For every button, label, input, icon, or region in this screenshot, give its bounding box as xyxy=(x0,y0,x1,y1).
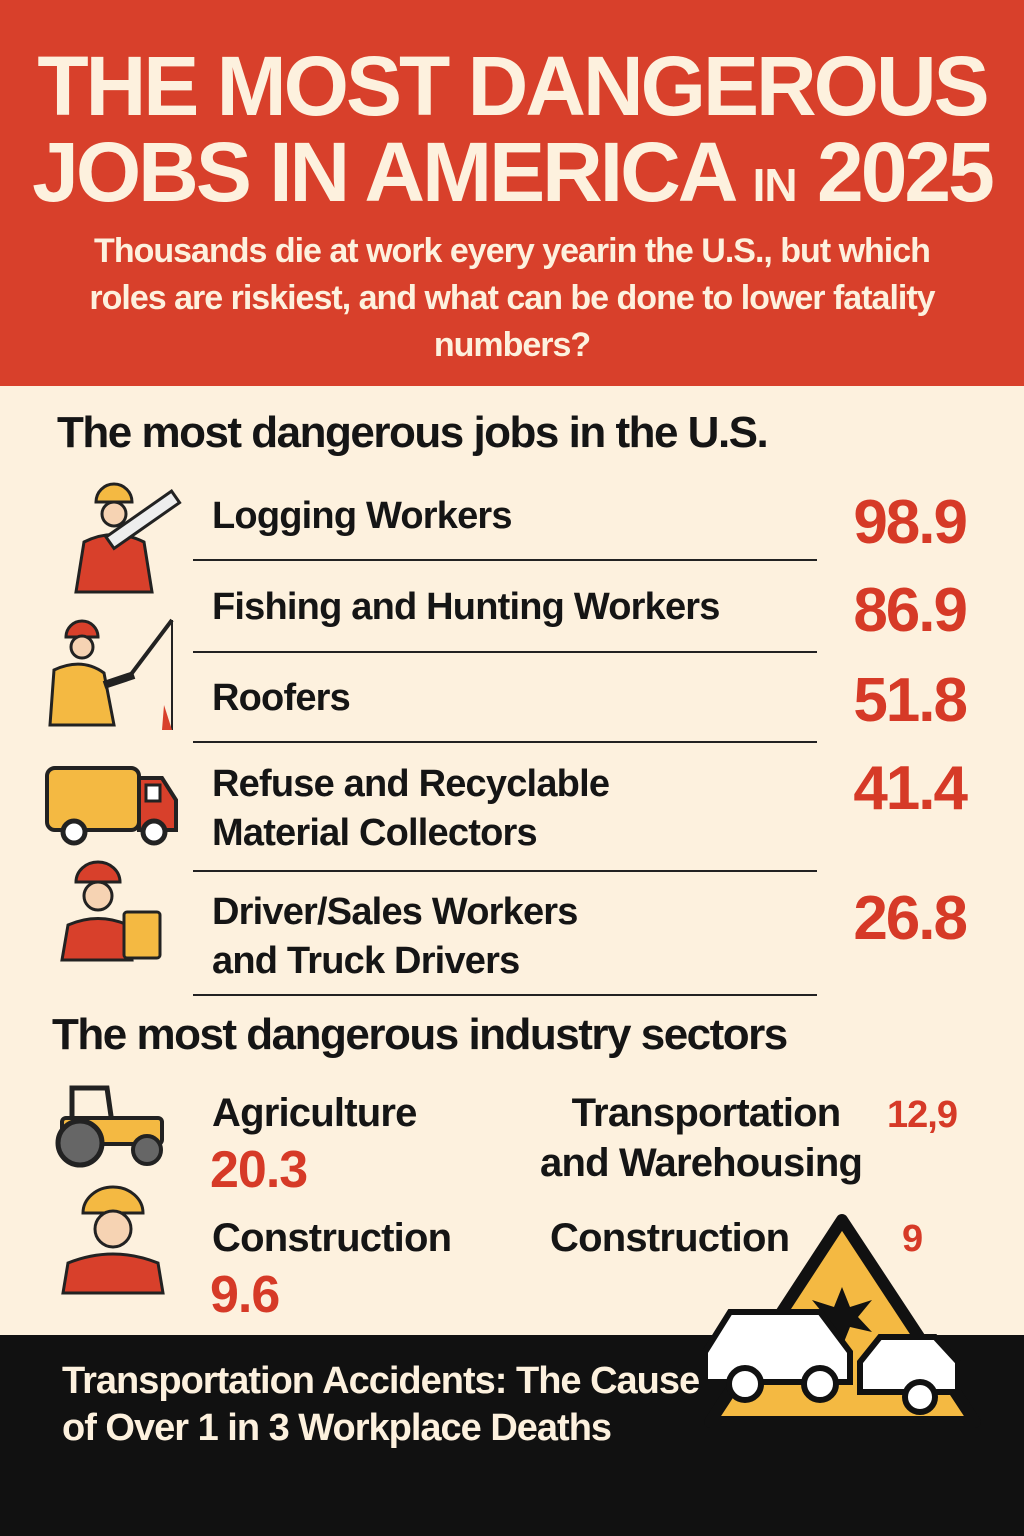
divider xyxy=(193,741,817,743)
delivery-worker-icon xyxy=(60,860,162,962)
fisher-icon xyxy=(48,618,174,730)
job-name-line: Refuse and Recyclable xyxy=(212,763,610,805)
footer-text: Transportation Accidents: The Cause of O… xyxy=(62,1358,700,1452)
title-year: 2025 xyxy=(816,125,995,219)
title-line-1: THE MOST DANGEROUS xyxy=(37,39,989,133)
job-value: 41.4 xyxy=(853,754,968,823)
divider xyxy=(193,994,817,996)
subtitle: Thousands die at work eyery yearin the U… xyxy=(89,232,935,364)
car-crash-warning-icon xyxy=(702,1214,981,1428)
footer-line: Transportation Accidents: The Cause xyxy=(62,1360,700,1402)
job-name: Fishing and Hunting Workers xyxy=(212,586,720,628)
sector-value: 9.6 xyxy=(210,1266,280,1324)
sector-name: Construction xyxy=(550,1216,790,1260)
job-name-line: Material Collectors xyxy=(212,812,538,854)
job-value: 51.8 xyxy=(853,666,968,735)
title-small: IN xyxy=(752,159,798,211)
job-name-line: and Truck Drivers xyxy=(212,940,520,982)
header-banner: THE MOST DANGEROUS JOBS IN AMERICA IN 20… xyxy=(0,0,1024,386)
sector-name-line: and Warehousing xyxy=(540,1141,863,1185)
job-value: 86.9 xyxy=(853,576,968,645)
logger-icon xyxy=(74,482,182,594)
sector-name: Transportation and Warehousing xyxy=(540,1088,863,1188)
title-line-2: JOBS IN AMERICA IN 2025 xyxy=(0,130,1024,214)
divider xyxy=(193,559,817,561)
title-part: JOBS IN AMERICA xyxy=(32,125,735,219)
job-name: Driver/Sales Workers and Truck Drivers xyxy=(212,888,578,986)
jobs-section-title: The most dangerous jobs in the U.S. xyxy=(57,408,769,457)
job-name: Logging Workers xyxy=(212,495,513,537)
sector-value: 20.3 xyxy=(210,1141,308,1199)
job-name: Roofers xyxy=(212,677,351,719)
sector-name: Agriculture xyxy=(212,1091,417,1135)
tractor-icon xyxy=(55,1085,164,1168)
divider xyxy=(193,870,817,872)
job-name: Refuse and Recyclable Material Collector… xyxy=(212,760,610,858)
garbage-truck-icon xyxy=(45,766,178,846)
sector-value: 12,9 xyxy=(887,1094,958,1136)
job-name-line: Driver/Sales Workers xyxy=(212,891,578,933)
sector-value: 9 xyxy=(902,1218,923,1260)
construction-worker-icon xyxy=(61,1185,165,1295)
sectors-section-title: The most dangerous industry sectors xyxy=(52,1010,788,1059)
sector-name-line: Transportation xyxy=(571,1091,842,1135)
footer-line: of Over 1 in 3 Workplace Deaths xyxy=(62,1407,612,1449)
job-value: 26.8 xyxy=(853,884,968,953)
sector-name: Construction xyxy=(212,1216,452,1260)
job-value: 98.9 xyxy=(853,488,968,557)
divider xyxy=(193,651,817,653)
